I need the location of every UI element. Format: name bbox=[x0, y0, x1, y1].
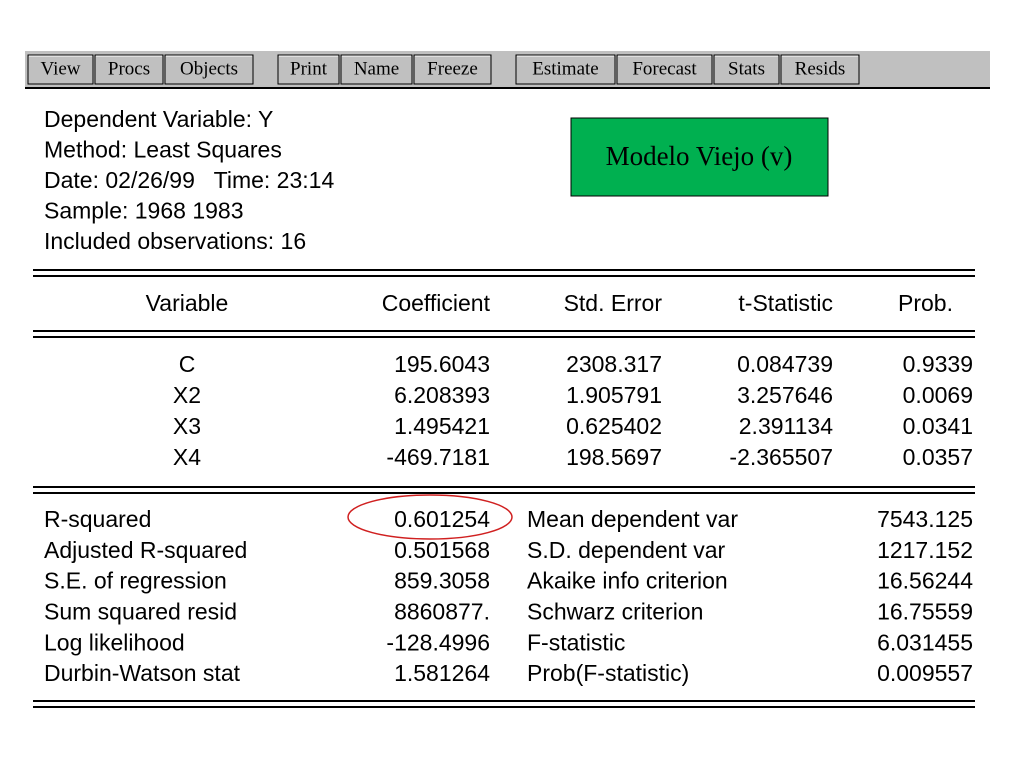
statistic-cell: 7543.125 bbox=[877, 506, 973, 532]
toolbar-button[interactable]: Name bbox=[340, 54, 413, 85]
table-cell: 0.625402 bbox=[566, 413, 662, 439]
table-cell: 1.495421 bbox=[394, 413, 490, 439]
toolbar-button[interactable]: Estimate bbox=[515, 54, 616, 85]
table-cell: X3 bbox=[173, 413, 201, 439]
table-cell: X2 bbox=[173, 382, 201, 408]
statistic-cell: S.E. of regression bbox=[44, 568, 227, 594]
table-cell: 6.208393 bbox=[394, 382, 490, 408]
table-cell: 195.6043 bbox=[394, 351, 490, 377]
button-face bbox=[27, 54, 94, 85]
statistic-cell: 0.601254 bbox=[394, 506, 490, 532]
table-cell: 2.391134 bbox=[739, 413, 833, 439]
table-cell: 0.0069 bbox=[903, 382, 973, 408]
button-label: View bbox=[40, 58, 80, 79]
table-cell: 1.905791 bbox=[566, 382, 662, 408]
table-cell: 0.084739 bbox=[737, 351, 833, 377]
annotation-box bbox=[570, 117, 829, 197]
button-label: Freeze bbox=[427, 58, 478, 79]
statistic-cell: Akaike info criterion bbox=[527, 568, 728, 594]
header-line: Sample: 1968 1983 bbox=[44, 198, 244, 224]
statistic-cell: 16.75559 bbox=[877, 598, 973, 624]
button-label: Name bbox=[354, 58, 399, 79]
button-face bbox=[277, 54, 340, 85]
statistic-cell: 0.009557 bbox=[877, 660, 973, 686]
statistic-cell: Durbin-Watson stat bbox=[44, 660, 241, 686]
table-cell: -469.7181 bbox=[386, 444, 490, 470]
button-label: Procs bbox=[108, 58, 150, 79]
table-cell: X4 bbox=[173, 444, 201, 470]
button-label: Stats bbox=[728, 58, 765, 79]
highlight-ellipse bbox=[347, 494, 513, 540]
statistic-cell: 1.581264 bbox=[394, 660, 490, 686]
button-label: Resids bbox=[795, 58, 846, 79]
column-header: Prob. bbox=[898, 290, 953, 316]
table-cell: 0.0341 bbox=[903, 413, 973, 439]
button-label: Estimate bbox=[532, 58, 598, 79]
statistic-cell: 859.3058 bbox=[394, 568, 490, 594]
statistic-cell: 8860877. bbox=[394, 598, 490, 624]
toolbar-button[interactable]: Objects bbox=[164, 54, 254, 85]
table-cell: 0.9339 bbox=[903, 351, 973, 377]
header-line: Method: Least Squares bbox=[44, 137, 282, 163]
table-cell: -2.365507 bbox=[729, 444, 833, 470]
statistic-cell: 16.56244 bbox=[877, 568, 973, 594]
button-label: Forecast bbox=[632, 58, 697, 79]
toolbar-button[interactable]: Procs bbox=[94, 54, 164, 85]
header-line: Included observations: 16 bbox=[44, 228, 306, 254]
button-face bbox=[713, 54, 780, 85]
button-face bbox=[340, 54, 413, 85]
statistic-cell: -128.4996 bbox=[386, 629, 490, 655]
statistic-cell: Schwarz criterion bbox=[527, 598, 703, 624]
annotation: Modelo Viejo (v) bbox=[606, 141, 793, 171]
toolbar-button[interactable]: Forecast bbox=[616, 54, 713, 85]
toolbar-button[interactable]: Stats bbox=[713, 54, 780, 85]
statistic-cell: 0.501568 bbox=[394, 537, 490, 563]
button-face bbox=[616, 54, 713, 85]
statistic-cell: Sum squared resid bbox=[44, 598, 237, 624]
column-header: Variable bbox=[146, 290, 229, 316]
table-cell: 198.5697 bbox=[566, 444, 662, 470]
column-header: t-Statistic bbox=[738, 290, 833, 316]
statistic-cell: 1217.152 bbox=[877, 537, 973, 563]
button-face bbox=[164, 54, 254, 85]
button-face bbox=[94, 54, 164, 85]
toolbar-button[interactable]: Print bbox=[277, 54, 340, 85]
statistic-cell: Prob(F-statistic) bbox=[527, 660, 689, 686]
statistic-cell: Adjusted R-squared bbox=[44, 537, 247, 563]
button-face bbox=[780, 54, 860, 85]
statistic-cell: S.D. dependent var bbox=[527, 537, 726, 563]
statistic-cell: Log likelihood bbox=[44, 629, 185, 655]
button-label: Objects bbox=[180, 58, 238, 79]
column-header: Coefficient bbox=[382, 290, 491, 316]
column-header: Std. Error bbox=[564, 290, 663, 316]
table-cell: 2308.317 bbox=[566, 351, 662, 377]
statistic-cell: R-squared bbox=[44, 506, 151, 532]
header-line: Date: 02/26/99 Time: 23:14 bbox=[44, 167, 334, 193]
toolbar-button[interactable]: Freeze bbox=[413, 54, 492, 85]
button-face bbox=[413, 54, 492, 85]
statistic-cell: 6.031455 bbox=[877, 629, 973, 655]
toolbar-button[interactable]: View bbox=[27, 54, 94, 85]
statistic-cell: Mean dependent var bbox=[527, 506, 738, 532]
table-cell: 3.257646 bbox=[737, 382, 833, 408]
table-cell: C bbox=[179, 351, 196, 377]
button-label: Print bbox=[290, 58, 328, 79]
table-cell: 0.0357 bbox=[903, 444, 973, 470]
toolbar-button[interactable]: Resids bbox=[780, 54, 860, 85]
header-line: Dependent Variable: Y bbox=[44, 106, 273, 132]
statistic-cell: F-statistic bbox=[527, 629, 625, 655]
button-face bbox=[515, 54, 616, 85]
